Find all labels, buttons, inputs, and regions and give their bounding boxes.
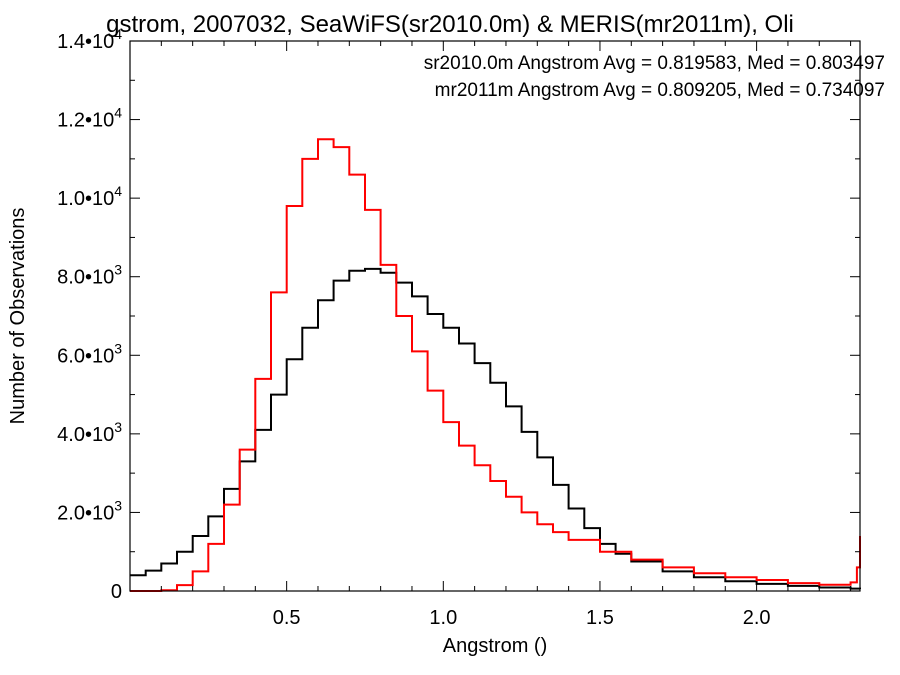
chart-title: gstrom, 2007032, SeaWiFS(sr2010.0m) & ME… xyxy=(106,11,794,38)
y-tick-label: 1.4•104 xyxy=(57,26,122,53)
x-tick-label: 1.0 xyxy=(429,607,457,629)
y-tick-label: 1.0•104 xyxy=(57,183,122,210)
y-tick-label: 2.0•103 xyxy=(57,497,122,524)
y-tick-label: 4.0•103 xyxy=(57,419,122,446)
y-tick-label: 0 xyxy=(111,581,122,603)
series-line-sr2010 xyxy=(130,267,861,590)
x-tick-label: 2.0 xyxy=(743,607,771,629)
x-axis-label: Angstrom () xyxy=(443,635,547,657)
y-tick-label: 1.2•104 xyxy=(57,105,122,132)
x-tick-label: 1.5 xyxy=(586,607,614,629)
y-axis-label: Number of Observations xyxy=(7,208,29,425)
y-tick-label: 8.0•103 xyxy=(57,262,122,289)
y-tick-label: 6.0•103 xyxy=(57,340,122,367)
series-line-mr2011 xyxy=(130,138,861,592)
plot-frame xyxy=(129,40,861,592)
annotation-mr2011: mr2011m Angstrom Avg = 0.809205, Med = 0… xyxy=(435,80,885,101)
annotation-sr2010: sr2010.0m Angstrom Avg = 0.819583, Med =… xyxy=(424,53,885,74)
x-tick-label: 0.5 xyxy=(273,607,301,629)
